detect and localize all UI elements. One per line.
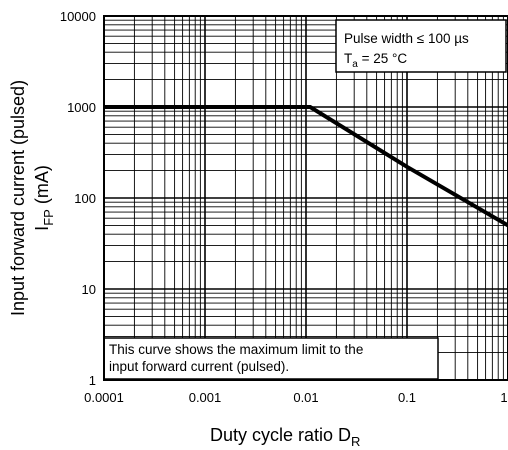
note-line-1: This curve shows the maximum limit to th… <box>109 342 363 357</box>
y-axis-label-line-2: IFP (mA) <box>32 165 56 231</box>
y-tick-label: 10 <box>82 282 96 297</box>
y-tick-label: 1000 <box>67 100 96 115</box>
x-axis-label-subscript: R <box>351 434 360 449</box>
y-axis-label-line-1: Input forward current (pulsed) <box>8 80 28 316</box>
x-tick-label: 0.01 <box>293 390 318 405</box>
note-line-2: input forward current (pulsed). <box>109 359 289 374</box>
y-tick-label: 10000 <box>60 9 96 24</box>
x-tick-label: 0.0001 <box>84 390 124 405</box>
x-tick-label: 0.001 <box>189 390 222 405</box>
x-tick-label: 1 <box>500 390 507 405</box>
y-axis-label-subscript: FP <box>41 209 56 226</box>
y-tick-label: 1 <box>89 373 96 388</box>
x-axis-label: Duty cycle ratio DR <box>210 425 360 449</box>
y-tick-label: 100 <box>74 191 96 206</box>
x-tick-label: 0.1 <box>398 390 416 405</box>
x-axis-label-main: Duty cycle ratio D <box>210 425 351 445</box>
condition-pulse-width: Pulse width ≤ 100 µs <box>344 31 469 46</box>
condition-temp-value: = 25 °C <box>358 51 408 66</box>
y-axis-label-unit: (mA) <box>32 165 52 209</box>
condition-temp-symbol: T <box>344 51 352 66</box>
